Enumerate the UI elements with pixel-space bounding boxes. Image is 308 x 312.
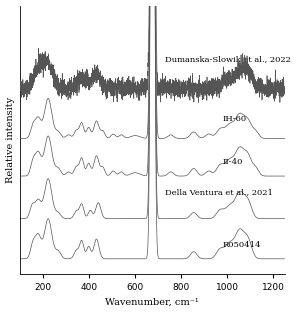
Text: II-40: II-40 [222,158,243,166]
Y-axis label: Relative intensity: Relative intensity [6,97,14,183]
X-axis label: Wavenumber, cm⁻¹: Wavenumber, cm⁻¹ [105,297,199,306]
Text: Della Ventura et al., 2021: Della Ventura et al., 2021 [165,188,273,196]
Text: Dumanska-Slowik et al., 2022: Dumanska-Slowik et al., 2022 [165,55,291,63]
Text: IH-60: IH-60 [222,115,246,124]
Text: R050414: R050414 [222,241,261,249]
